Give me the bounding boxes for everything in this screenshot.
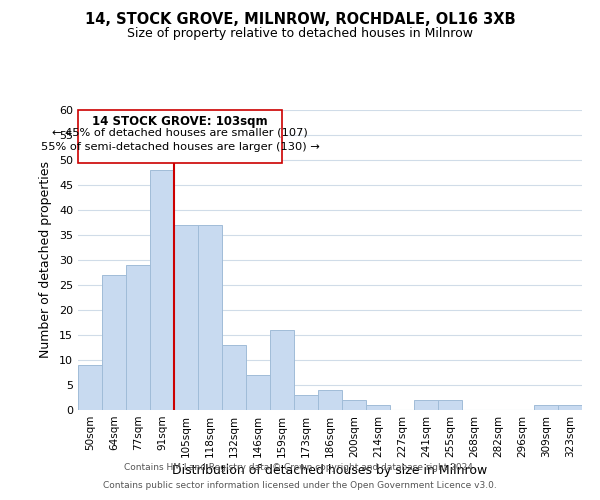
Y-axis label: Number of detached properties: Number of detached properties [39,162,52,358]
Text: 14, STOCK GROVE, MILNROW, ROCHDALE, OL16 3XB: 14, STOCK GROVE, MILNROW, ROCHDALE, OL16… [85,12,515,28]
Bar [342,400,366,410]
Text: ← 45% of detached houses are smaller (107): ← 45% of detached houses are smaller (10… [52,128,308,138]
Text: Contains public sector information licensed under the Open Government Licence v3: Contains public sector information licen… [103,481,497,490]
Bar [558,405,582,410]
Bar [246,375,270,410]
Bar [78,365,102,410]
Bar [222,345,246,410]
Bar [102,275,126,410]
Text: 14 STOCK GROVE: 103sqm: 14 STOCK GROVE: 103sqm [92,115,268,128]
Bar [198,225,222,410]
Bar [150,170,174,410]
Text: Size of property relative to detached houses in Milnrow: Size of property relative to detached ho… [127,28,473,40]
Text: 55% of semi-detached houses are larger (130) →: 55% of semi-detached houses are larger (… [41,142,319,152]
Bar [270,330,294,410]
FancyBboxPatch shape [78,110,282,162]
X-axis label: Distribution of detached houses by size in Milnrow: Distribution of detached houses by size … [172,464,488,477]
Bar [414,400,438,410]
Bar [294,395,318,410]
Text: Contains HM Land Registry data © Crown copyright and database right 2024.: Contains HM Land Registry data © Crown c… [124,464,476,472]
Bar [438,400,462,410]
Bar [126,265,150,410]
Bar [366,405,390,410]
Bar [534,405,558,410]
Bar [318,390,342,410]
Bar [174,225,198,410]
